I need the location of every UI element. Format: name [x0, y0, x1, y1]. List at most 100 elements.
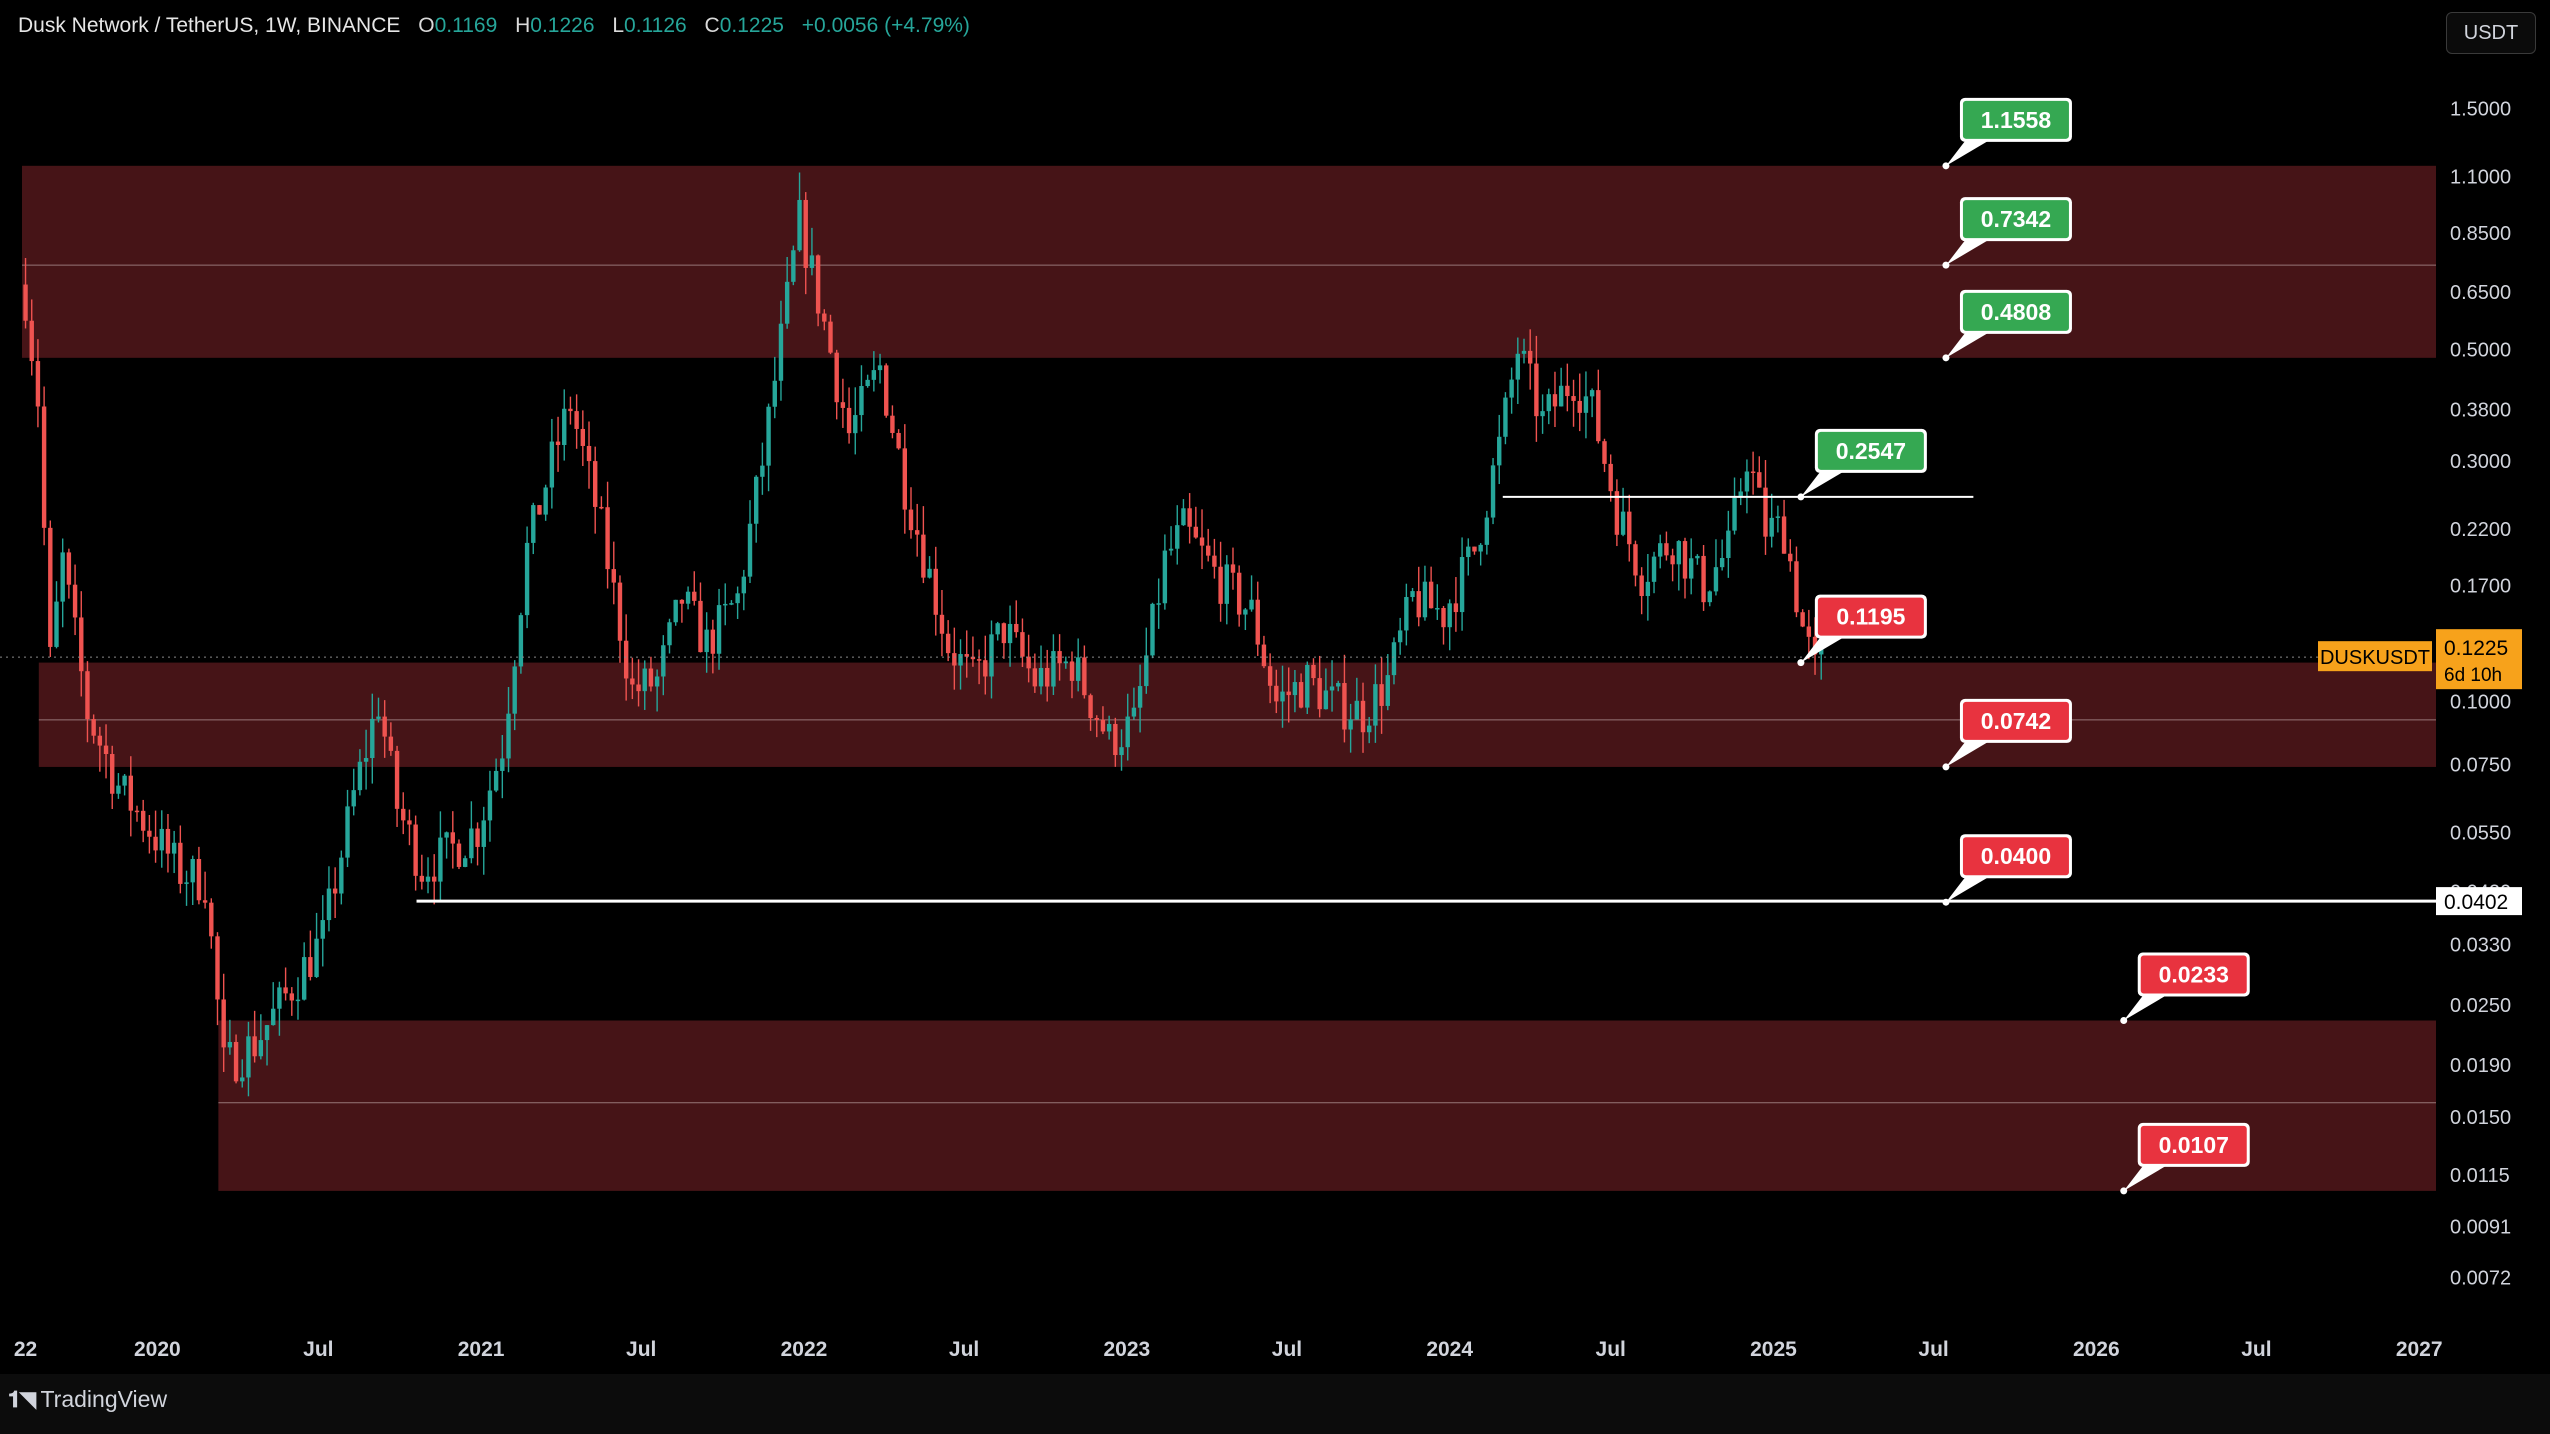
candle-body [902, 448, 908, 510]
candle-body [995, 623, 1000, 635]
candle-body [1360, 700, 1366, 733]
price-tick-label: 0.0330 [2450, 934, 2511, 956]
candle-body [648, 668, 654, 687]
candle-body [964, 654, 969, 657]
candle-body [1627, 511, 1632, 545]
callout-label: 0.2547 [1836, 438, 1906, 464]
candle-body [407, 820, 412, 825]
candle-body [332, 888, 338, 894]
candle-body [1781, 516, 1787, 554]
candle-body [258, 1040, 264, 1057]
candle-body [190, 858, 195, 883]
candle-body [599, 506, 604, 509]
callout-label: 0.0742 [1981, 708, 2051, 734]
candle-body [1038, 667, 1044, 687]
candle-body [1428, 581, 1434, 609]
candle-body [555, 441, 561, 446]
callout-pointer [1800, 470, 1845, 497]
candle-body [1775, 516, 1781, 518]
open-label: O [418, 14, 435, 37]
candle-body [692, 591, 697, 601]
price-callout-0.7342: 0.7342 [1942, 197, 2072, 269]
candle-body [277, 987, 282, 1009]
candle-body [487, 790, 493, 821]
candle-body [1342, 683, 1347, 730]
candle-body [766, 406, 771, 466]
price-chart[interactable]: 1.1558 0.7342 0.4808 0.2547 0.1195 0.0742 0.04… [0, 0, 2550, 1374]
candle-body [1088, 695, 1093, 719]
candle-body [54, 601, 59, 647]
candle-body [363, 758, 369, 762]
callout-box [2140, 955, 2247, 994]
candle-body [784, 281, 790, 324]
price-tick-label: 0.1700 [2450, 575, 2511, 597]
candle-body [159, 828, 164, 851]
tradingview-brand[interactable]: 𝟏◥ TradingView [8, 1386, 167, 1413]
callout-pointer [1945, 876, 1990, 903]
candle-body [1800, 612, 1805, 627]
candle-body [1385, 675, 1390, 706]
callout-pointer [1945, 331, 1990, 358]
candle-body [326, 888, 332, 921]
candle-body [1670, 555, 1675, 565]
candle-body [1540, 411, 1545, 417]
candle-body [72, 584, 78, 618]
candle-body [537, 505, 542, 515]
candle-body [339, 857, 344, 894]
candle-body [1404, 597, 1409, 631]
price-tick-label: 0.8500 [2450, 223, 2511, 245]
candle-body [896, 432, 901, 449]
candle-body [147, 830, 152, 837]
candle-body [97, 735, 103, 746]
candle-body [543, 487, 548, 515]
candle-body [939, 614, 945, 634]
candle-body [252, 1036, 257, 1057]
candle-body [1305, 664, 1310, 708]
candle-body [1212, 555, 1217, 567]
candle-body [1416, 591, 1421, 618]
candle-body [1162, 550, 1168, 604]
candle-body [1119, 747, 1124, 756]
candle-body [1788, 553, 1793, 562]
price-callout-1.1558: 1.1558 [1942, 97, 2072, 170]
candle-body [568, 408, 573, 412]
candle-body [1688, 558, 1694, 579]
candle-body [1181, 508, 1186, 526]
candle-body [1397, 630, 1403, 643]
candle-body [1230, 564, 1236, 573]
candle-body [1676, 541, 1682, 565]
zone-2 [218, 1020, 2436, 1191]
price-tick-label: 0.3800 [2450, 399, 2511, 421]
candle-body [976, 659, 982, 661]
candle-body [171, 842, 177, 854]
candle-body [914, 530, 920, 535]
candle-body [1695, 555, 1700, 559]
candle-body [865, 379, 870, 387]
time-axis[interactable]: 22 2020 Jul 2021 Jul 2022 Jul 2023 Jul 2024 Jul 202… [0, 1338, 2550, 1374]
callout-box [1962, 100, 2069, 139]
candle-body [1546, 394, 1551, 412]
candle-body [704, 629, 709, 653]
candle-body [1267, 666, 1273, 686]
candle-body [1658, 543, 1663, 557]
candle-body [506, 713, 511, 759]
candle-body [103, 745, 109, 755]
time-tick-label: 2024 [1426, 1338, 1473, 1361]
symbol-title[interactable]: Dusk Network / TetherUS, 1W, BINANCE [18, 14, 401, 37]
candle-body [394, 750, 400, 809]
price-tick-label: 1.1000 [2450, 167, 2511, 189]
candle-body [945, 633, 951, 654]
time-tick-label: 2023 [1103, 1338, 1150, 1361]
candle-body [1106, 723, 1112, 732]
candle-body [989, 634, 994, 677]
candle-body [1367, 725, 1372, 733]
candle-body [1329, 686, 1335, 691]
candle-body [1298, 682, 1304, 708]
candle-body [450, 832, 455, 844]
currency-unit-button[interactable]: USDT [2446, 12, 2536, 54]
candle-body [202, 900, 208, 903]
candle-body [462, 858, 468, 867]
candle-body [1094, 718, 1099, 720]
line-price-tag [2436, 887, 2522, 916]
candle-body [85, 671, 90, 720]
